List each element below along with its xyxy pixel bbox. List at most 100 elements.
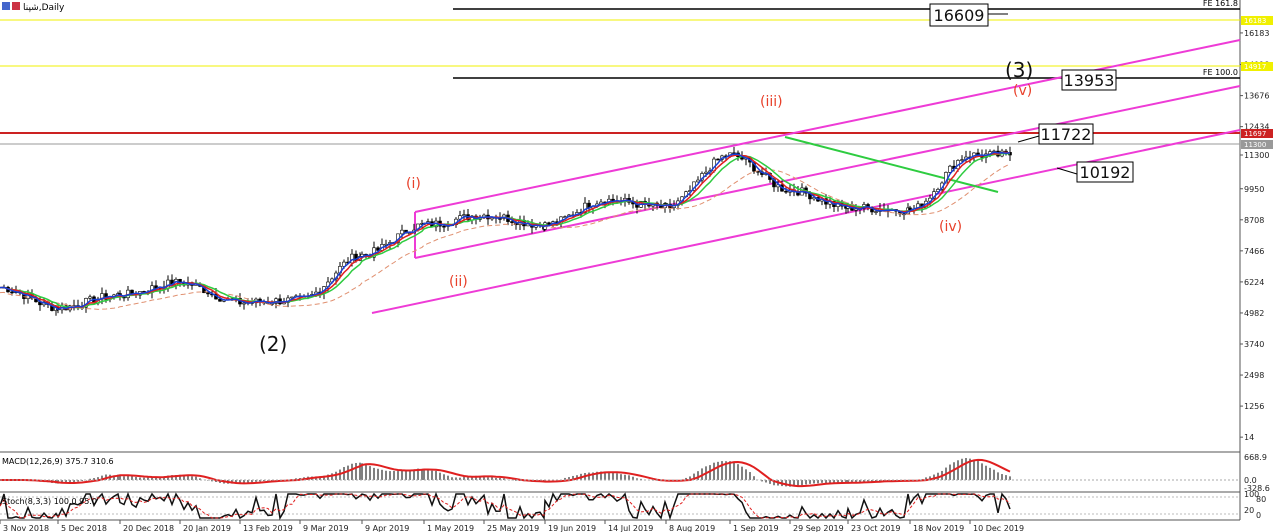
candle-body — [218, 298, 222, 302]
x-tick-label: 1 Sep 2019 — [733, 524, 779, 532]
svg-text:16609: 16609 — [934, 6, 985, 25]
stoch-label: Stoch(8,3,3) 100.0 95.0 — [2, 497, 97, 506]
svg-text:11697: 11697 — [1244, 130, 1266, 138]
ma-blue-line — [0, 151, 1011, 311]
macd-tick-zero: 0.0 — [1244, 476, 1257, 485]
y-tick-label: 1256 — [1244, 402, 1264, 411]
candle-body — [442, 225, 446, 228]
x-tick-label: 13 Feb 2019 — [243, 524, 293, 532]
chart-icon — [2, 2, 10, 10]
svg-text:16183: 16183 — [1244, 17, 1266, 25]
boxed-label-13953[interactable]: 13953 — [1061, 69, 1117, 91]
y-tick-label: 14 — [1244, 433, 1254, 442]
macd-label: MACD(12,26,9) 375.7 310.6 — [2, 457, 114, 466]
wave-label-ii: (ii) — [449, 274, 468, 290]
svg-text:11300: 11300 — [1244, 141, 1266, 149]
candle-body — [242, 302, 246, 305]
stoch-tick-0: 0 — [1256, 511, 1261, 520]
wave-label-2: (2) — [259, 332, 287, 356]
wave-label-i: (i) — [406, 176, 421, 192]
y-tick-label: 16183 — [1244, 29, 1269, 38]
x-tick-label: 14 Jul 2019 — [608, 524, 653, 532]
chart-type-icon — [12, 2, 20, 10]
leader-10192 — [1056, 167, 1078, 175]
x-tick-label: 20 Jan 2019 — [183, 524, 231, 532]
y-tick-label: 2498 — [1244, 371, 1264, 380]
svg-text:14917: 14917 — [1244, 63, 1266, 71]
y-tick-label: 6224 — [1244, 278, 1264, 287]
x-tick-label: 1 May 2019 — [427, 524, 474, 532]
x-tick-label: 20 Dec 2018 — [123, 524, 174, 532]
ma-dashed-line — [0, 163, 1011, 310]
x-tick-label: 8 Aug 2019 — [669, 524, 715, 532]
candle-body — [510, 221, 514, 223]
y-tick-label: 9950 — [1244, 185, 1264, 194]
x-tick-label: 9 Mar 2019 — [303, 524, 349, 532]
channel-upper-line[interactable] — [414, 39, 1241, 213]
candle-body — [10, 291, 14, 294]
wave-label-3: (3) — [1005, 58, 1033, 82]
macd-tick-bottom: -328.6 — [1244, 484, 1270, 493]
x-tick-label: 29 Sep 2019 — [793, 524, 844, 532]
candle-body — [948, 165, 952, 173]
svg-text:11722: 11722 — [1041, 125, 1092, 144]
candle-body — [88, 296, 92, 299]
x-tick-label: 5 Dec 2018 — [61, 524, 107, 532]
y-tick-label: 12434 — [1244, 123, 1269, 132]
y-tick-label: 7466 — [1244, 247, 1264, 256]
x-axis-ticks: 3 Nov 2018 5 Dec 2018 20 Dec 2018 20 Jan 20… — [0, 520, 1024, 532]
y-tick-label: 13676 — [1244, 92, 1269, 101]
candle-body — [716, 158, 720, 161]
candle-body — [784, 190, 788, 193]
y-tick-label: 8708 — [1244, 216, 1264, 225]
stoch-tick-100: 100 — [1244, 490, 1259, 499]
y-tick-label: 4982 — [1244, 309, 1264, 318]
stoch-tick-80: 80 — [1256, 495, 1266, 504]
price-tag-11697: 11697 — [1241, 129, 1273, 138]
x-tick-label: 10 Dec 2019 — [973, 524, 1024, 532]
wave-label-v: (v) — [1013, 83, 1032, 99]
wave-label-iv: (iv) — [939, 219, 962, 235]
fe-161-label: FE 161.8 — [1203, 0, 1238, 8]
fe-100-label: FE 100.0 — [1203, 68, 1238, 77]
candle-body — [902, 213, 906, 216]
x-tick-label: 18 Nov 2019 — [913, 524, 964, 532]
stoch-signal-line — [0, 493, 1011, 519]
price-tag-14917: 14917 — [1241, 62, 1273, 71]
macd-tick-top: 668.9 — [1244, 453, 1267, 462]
x-tick-label: 23 Oct 2019 — [851, 524, 900, 532]
candle-body — [960, 159, 964, 161]
boxed-label-16609[interactable]: 16609 — [929, 3, 989, 27]
x-tick-label: 9 Apr 2019 — [365, 524, 409, 532]
x-tick-label: 25 May 2019 — [487, 524, 539, 532]
green-trendline[interactable] — [784, 136, 999, 193]
candle-body — [704, 171, 708, 174]
price-tag-11300: 11300 — [1241, 140, 1273, 149]
candle-body — [462, 214, 466, 216]
channel-lower-line[interactable] — [371, 129, 1241, 314]
channel-mid-line[interactable] — [414, 85, 1241, 259]
stoch-main-line — [0, 491, 1011, 521]
macd-signal-line — [0, 458, 1011, 488]
price-tag-16183: 16183 — [1241, 16, 1273, 25]
candle-body — [874, 211, 878, 213]
price-pane[interactable] — [0, 0, 1240, 452]
boxed-label-11722[interactable]: 11722 — [1038, 123, 1094, 145]
y-tick-label: 3740 — [1244, 340, 1264, 349]
candle-body — [400, 229, 404, 235]
chart-title: شپنا,Daily — [23, 3, 65, 13]
stoch-tick-20: 20 — [1244, 506, 1254, 515]
candle-body — [206, 292, 210, 295]
x-tick-label: 3 Nov 2018 — [3, 524, 49, 532]
x-tick-label: 19 Jun 2019 — [548, 524, 596, 532]
y-tick-label: 11300 — [1244, 151, 1269, 160]
boxed-label-10192[interactable]: 10192 — [1076, 161, 1134, 183]
chart-header: شپنا,Daily — [2, 2, 65, 13]
y-axis-ticks: 1618314918136761243411300995087087466622… — [1240, 29, 1269, 442]
svg-text:10192: 10192 — [1080, 163, 1131, 182]
candle-body — [854, 208, 858, 211]
wave-label-iii: (iii) — [760, 94, 783, 110]
svg-text:13953: 13953 — [1064, 71, 1115, 90]
leader-11722 — [1017, 135, 1040, 143]
